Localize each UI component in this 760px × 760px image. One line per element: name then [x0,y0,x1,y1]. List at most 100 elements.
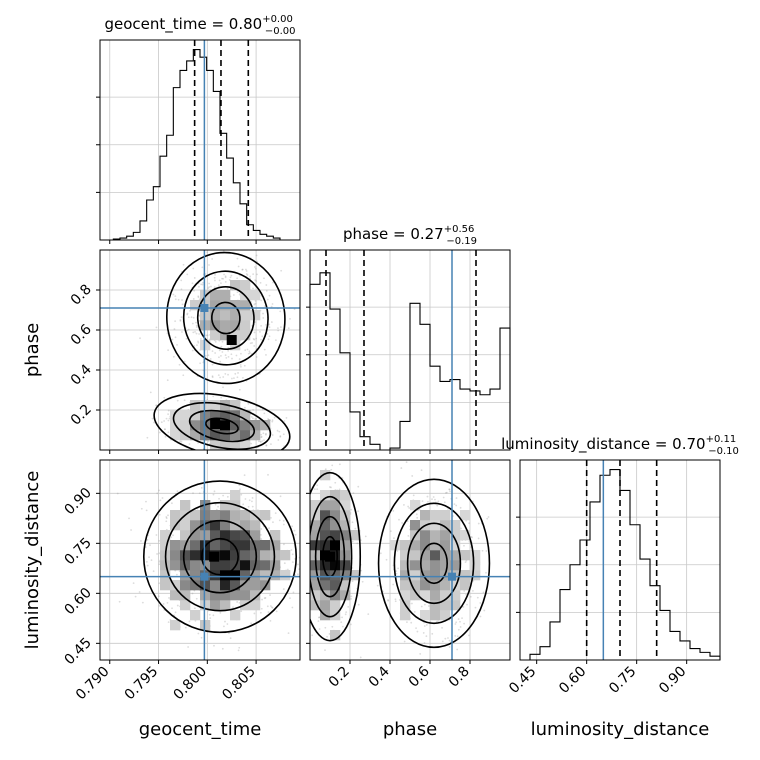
x-tick-label: 0.60 [556,664,589,697]
sample-point [147,534,150,537]
sample-point [161,497,164,499]
contour-line [153,392,291,450]
density-cell [190,420,201,431]
sample-point [204,354,207,357]
sample-point [224,275,227,278]
sample-point [244,406,246,409]
sample-point [393,537,395,540]
sample-point [149,391,152,394]
sample-point [272,281,274,284]
sample-point [263,597,266,600]
density-cell [440,530,451,541]
density-cell [220,410,231,421]
sample-point [270,606,273,609]
sample-point [297,563,299,566]
density-cell [420,550,431,561]
sample-point [260,433,262,436]
density-cell [400,560,411,571]
sample-point [155,326,158,329]
density-cell [210,330,221,341]
density-cell [250,570,261,581]
sample-point [198,314,201,317]
sample-point [379,552,382,555]
density-cell [430,510,441,521]
density-cell [420,570,431,581]
density-cell [170,560,181,571]
sample-point [220,345,223,348]
density-cell [230,610,241,621]
sample-point [229,637,232,640]
sample-point [277,439,280,441]
sample-point [282,588,285,590]
sample-point [213,490,216,493]
sample-point [181,299,183,301]
contour-line [314,515,346,598]
sample-point [277,327,279,329]
sample-point [269,605,272,607]
sample-point [260,538,263,540]
sample-point [188,620,191,623]
density-cell [240,330,251,341]
density-cell [210,510,221,521]
x-axis-label-luminosity_distance: luminosity_distance [531,719,710,740]
sample-point [208,613,211,616]
density-cell [230,510,241,521]
density-cell [270,560,281,571]
sample-point [411,602,413,605]
density-cell [250,430,261,441]
density-cell [160,530,171,541]
sample-point [427,500,429,503]
sample-point [265,354,267,356]
density-cell [430,600,441,611]
sample-point [159,499,162,502]
sample-point [227,346,230,349]
density-cell [460,570,471,581]
density-cell [320,540,331,551]
density-cell [210,440,221,450]
density-cell [230,570,241,581]
density-cell [340,490,351,501]
sample-point [279,495,282,498]
sample-point [209,358,212,360]
contour-line [310,471,362,642]
sample-point [351,580,354,583]
density-cell [200,560,211,571]
sample-point [294,533,297,536]
density-cell [200,590,211,601]
sample-point [141,601,144,604]
sample-point [397,567,400,570]
sample-point [192,331,195,334]
sample-point [247,352,250,355]
sample-point [217,374,220,377]
sample-point [186,312,189,315]
sample-point [177,298,180,301]
sample-point [387,599,389,601]
sample-point [318,616,320,619]
sample-point [201,283,204,286]
density-cell [440,520,451,531]
sample-point [267,611,270,613]
density-cell [440,600,451,611]
sample-point [186,329,189,332]
density-cell [200,420,211,431]
density-cell [170,550,181,561]
sample-point [271,420,274,423]
sample-point [150,559,153,562]
density-cell [330,630,341,641]
sample-point [412,494,415,497]
density-cell [460,580,471,591]
sample-point [221,340,224,343]
sample-point [330,486,332,489]
density-cell [170,620,181,631]
density-cell [450,530,461,541]
density-cell [180,580,191,591]
sample-point [191,592,194,595]
sample-point [392,583,395,586]
density-cell [220,320,231,331]
sample-point [267,418,270,420]
sample-point [224,620,226,623]
density-cell [410,570,421,581]
density-cell [260,510,271,521]
sample-point [156,492,159,495]
sample-point [347,605,350,608]
